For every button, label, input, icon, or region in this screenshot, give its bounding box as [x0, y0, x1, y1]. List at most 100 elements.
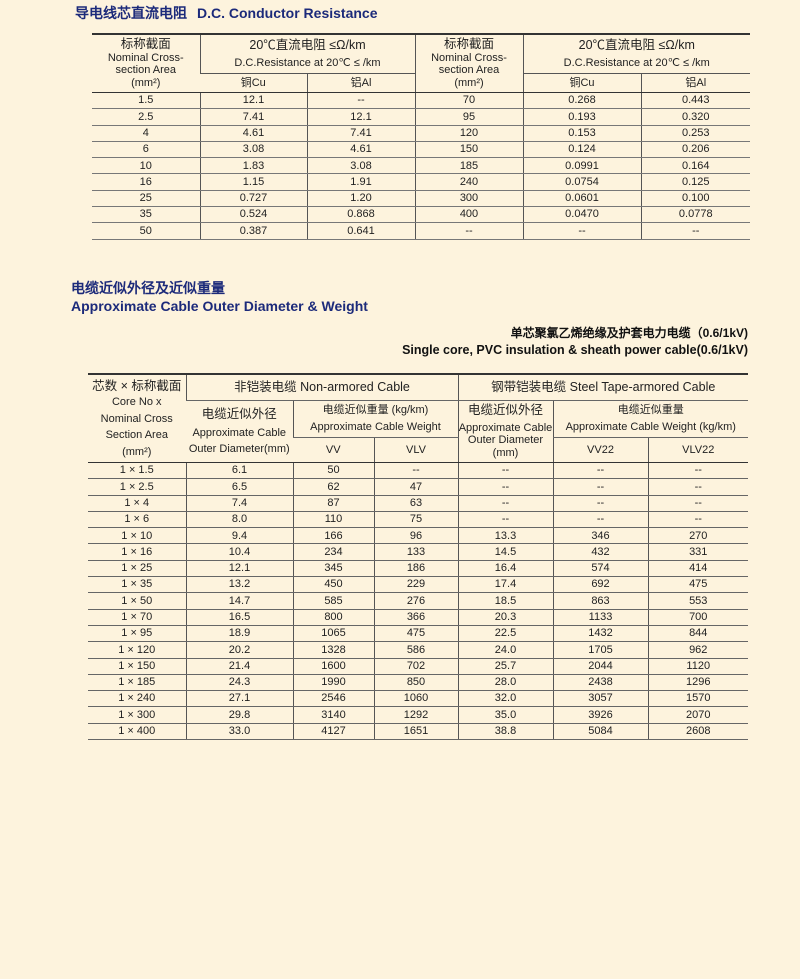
table-cell: 0.0754: [522, 173, 641, 191]
table-cell: 96: [373, 527, 458, 545]
header-weight: 电缆近似重量 (kg/km) Approximate Cable Weight: [292, 400, 458, 438]
table-cell: 366: [373, 609, 458, 626]
header-area: 标称截面 Nominal Cross-section Area (mm²): [92, 34, 200, 93]
table-cell: 585: [292, 592, 374, 610]
table-cell: 4.61: [199, 125, 307, 142]
header-resistance: 20℃直流电阻 ≤Ω/km D.C.Resistance at 20℃ ≤ /km: [199, 34, 415, 74]
table-row: 1 × 35 13.2 450 229 17.4 692 475: [88, 576, 748, 594]
table-cell: 3.08: [306, 157, 415, 175]
table-cell: 62: [292, 478, 374, 496]
table-cell: 1 × 16: [88, 543, 186, 561]
table-row: 1 × 10 9.4 166 96 13.3 346 270: [88, 527, 748, 545]
table-cell: 18.9: [185, 625, 293, 643]
table-cell: 1570: [647, 690, 748, 708]
table-cell: 300: [414, 190, 523, 208]
table-cell: 345: [292, 560, 374, 578]
section2-title-cn: 电缆近似外径及近似重量: [71, 280, 225, 296]
table-cell: 10.4: [185, 543, 293, 561]
table-row: 1 × 150 21.4 1600 702 25.7 2044 1120: [88, 658, 748, 675]
table-cell: 14.7: [185, 592, 293, 610]
table-row: 1 × 185 24.3 1990 850 28.0 2438 1296: [88, 674, 748, 692]
table-cell: --: [373, 462, 458, 480]
table-cell: 0.443: [640, 92, 750, 110]
table-row: 1 × 95 18.9 1065 475 22.5 1432 844: [88, 625, 748, 643]
header-od: 电缆近似外径 Approximate Cable Outer Diameter(mm…: [186, 400, 293, 463]
table-cell: 22.5: [457, 625, 553, 643]
table-cell: --: [647, 495, 748, 512]
table-cell: --: [522, 222, 641, 240]
header-al: 铝Al: [306, 73, 415, 93]
table-cell: 1292: [373, 706, 458, 724]
table-row: 25 0.727 1.20 300 0.0601 0.100: [92, 190, 750, 208]
table-cell: 1 × 95: [88, 625, 186, 643]
table-cell: 962: [647, 641, 748, 659]
table-cell: 10: [92, 157, 200, 175]
table-cell: --: [552, 462, 648, 480]
table-cell: 1651: [373, 723, 458, 741]
header-non-armored: 非铠装电缆 Non-armored Cable: [185, 374, 458, 401]
table-cell: 414: [647, 560, 748, 578]
table-cell: 3057: [552, 690, 648, 708]
table-cell: 16: [92, 173, 200, 191]
table-cell: 24.3: [185, 674, 293, 692]
table-cell: 20.3: [457, 609, 553, 626]
table-cell: 87: [292, 495, 374, 512]
table-cell: 400: [414, 206, 523, 224]
table-cell: 700: [647, 609, 748, 626]
table-cell: 1 × 6: [88, 511, 186, 529]
table-cell: 1 × 240: [88, 690, 186, 708]
table-row: 4 4.61 7.41 120 0.153 0.253: [92, 125, 750, 142]
table-cell: 1990: [292, 674, 374, 692]
table-cell: 1 × 70: [88, 609, 186, 626]
table-cell: 1 × 1.5: [88, 462, 186, 480]
table-cell: --: [457, 478, 553, 496]
table-cell: 2044: [552, 658, 648, 675]
table-row: 1 × 1.5 6.1 50 -- -- -- --: [88, 462, 748, 480]
table-cell: 14.5: [457, 543, 553, 561]
table-cell: 1328: [292, 641, 374, 659]
table-cell: 7.4: [185, 495, 293, 512]
table-row: 1 × 400 33.0 4127 1651 38.8 5084 2608: [88, 723, 748, 741]
table-cell: 24.0: [457, 641, 553, 659]
table-cell: --: [457, 511, 553, 529]
table-cell: 50: [92, 222, 200, 240]
section1-title: 导电线芯直流电阻 D.C. Conductor Resistance: [75, 3, 377, 23]
table-cell: 38.8: [457, 723, 553, 741]
table-row: 1 × 50 14.7 585 276 18.5 863 553: [88, 592, 748, 610]
cable-weight-table: 芯数 × 标称截面 Core No x Nominal Cross Section A…: [88, 373, 748, 741]
section1-title-en: D.C. Conductor Resistance: [197, 5, 378, 21]
table-row: 1 × 16 10.4 234 133 14.5 432 331: [88, 543, 748, 561]
table-cell: 13.2: [185, 576, 293, 594]
table-cell: 1 × 50: [88, 592, 186, 610]
table-cell: 800: [292, 609, 374, 626]
table-cell: 2546: [292, 690, 374, 708]
header-od-armored: 电缆近似外径 Approximate Cable Outer Diameter (mm…: [457, 400, 553, 463]
table-cell: 2.5: [92, 108, 200, 126]
table-cell: 35: [92, 206, 200, 224]
table-cell: 4.61: [306, 141, 415, 159]
table-cell: 25.7: [457, 658, 553, 675]
table-cell: 1.20: [306, 190, 415, 208]
table-cell: 586: [373, 641, 458, 659]
table-cell: 12.1: [185, 560, 293, 578]
table-cell: --: [306, 92, 415, 110]
table-cell: 3926: [552, 706, 648, 724]
header-cu: 铜Cu: [200, 73, 307, 93]
header-al-2: 铝Al: [640, 73, 750, 93]
table-cell: 35.0: [457, 706, 553, 724]
table-cell: 1705: [552, 641, 648, 659]
table-cell: 850: [373, 674, 458, 692]
table-cell: 863: [552, 592, 648, 610]
table-cell: 3140: [292, 706, 374, 724]
table-cell: 276: [373, 592, 458, 610]
table-cell: 1 × 300: [88, 706, 186, 724]
table-cell: 1.91: [306, 173, 415, 191]
table-cell: 0.268: [522, 92, 641, 110]
table-row: 10 1.83 3.08 185 0.0991 0.164: [92, 157, 750, 175]
table-cell: 0.524: [199, 206, 307, 224]
table-cell: 3.08: [199, 141, 307, 159]
table-cell: 0.641: [306, 222, 415, 240]
table-cell: 16.4: [457, 560, 553, 578]
table-cell: --: [457, 495, 553, 512]
table-cell: 1133: [552, 609, 648, 626]
